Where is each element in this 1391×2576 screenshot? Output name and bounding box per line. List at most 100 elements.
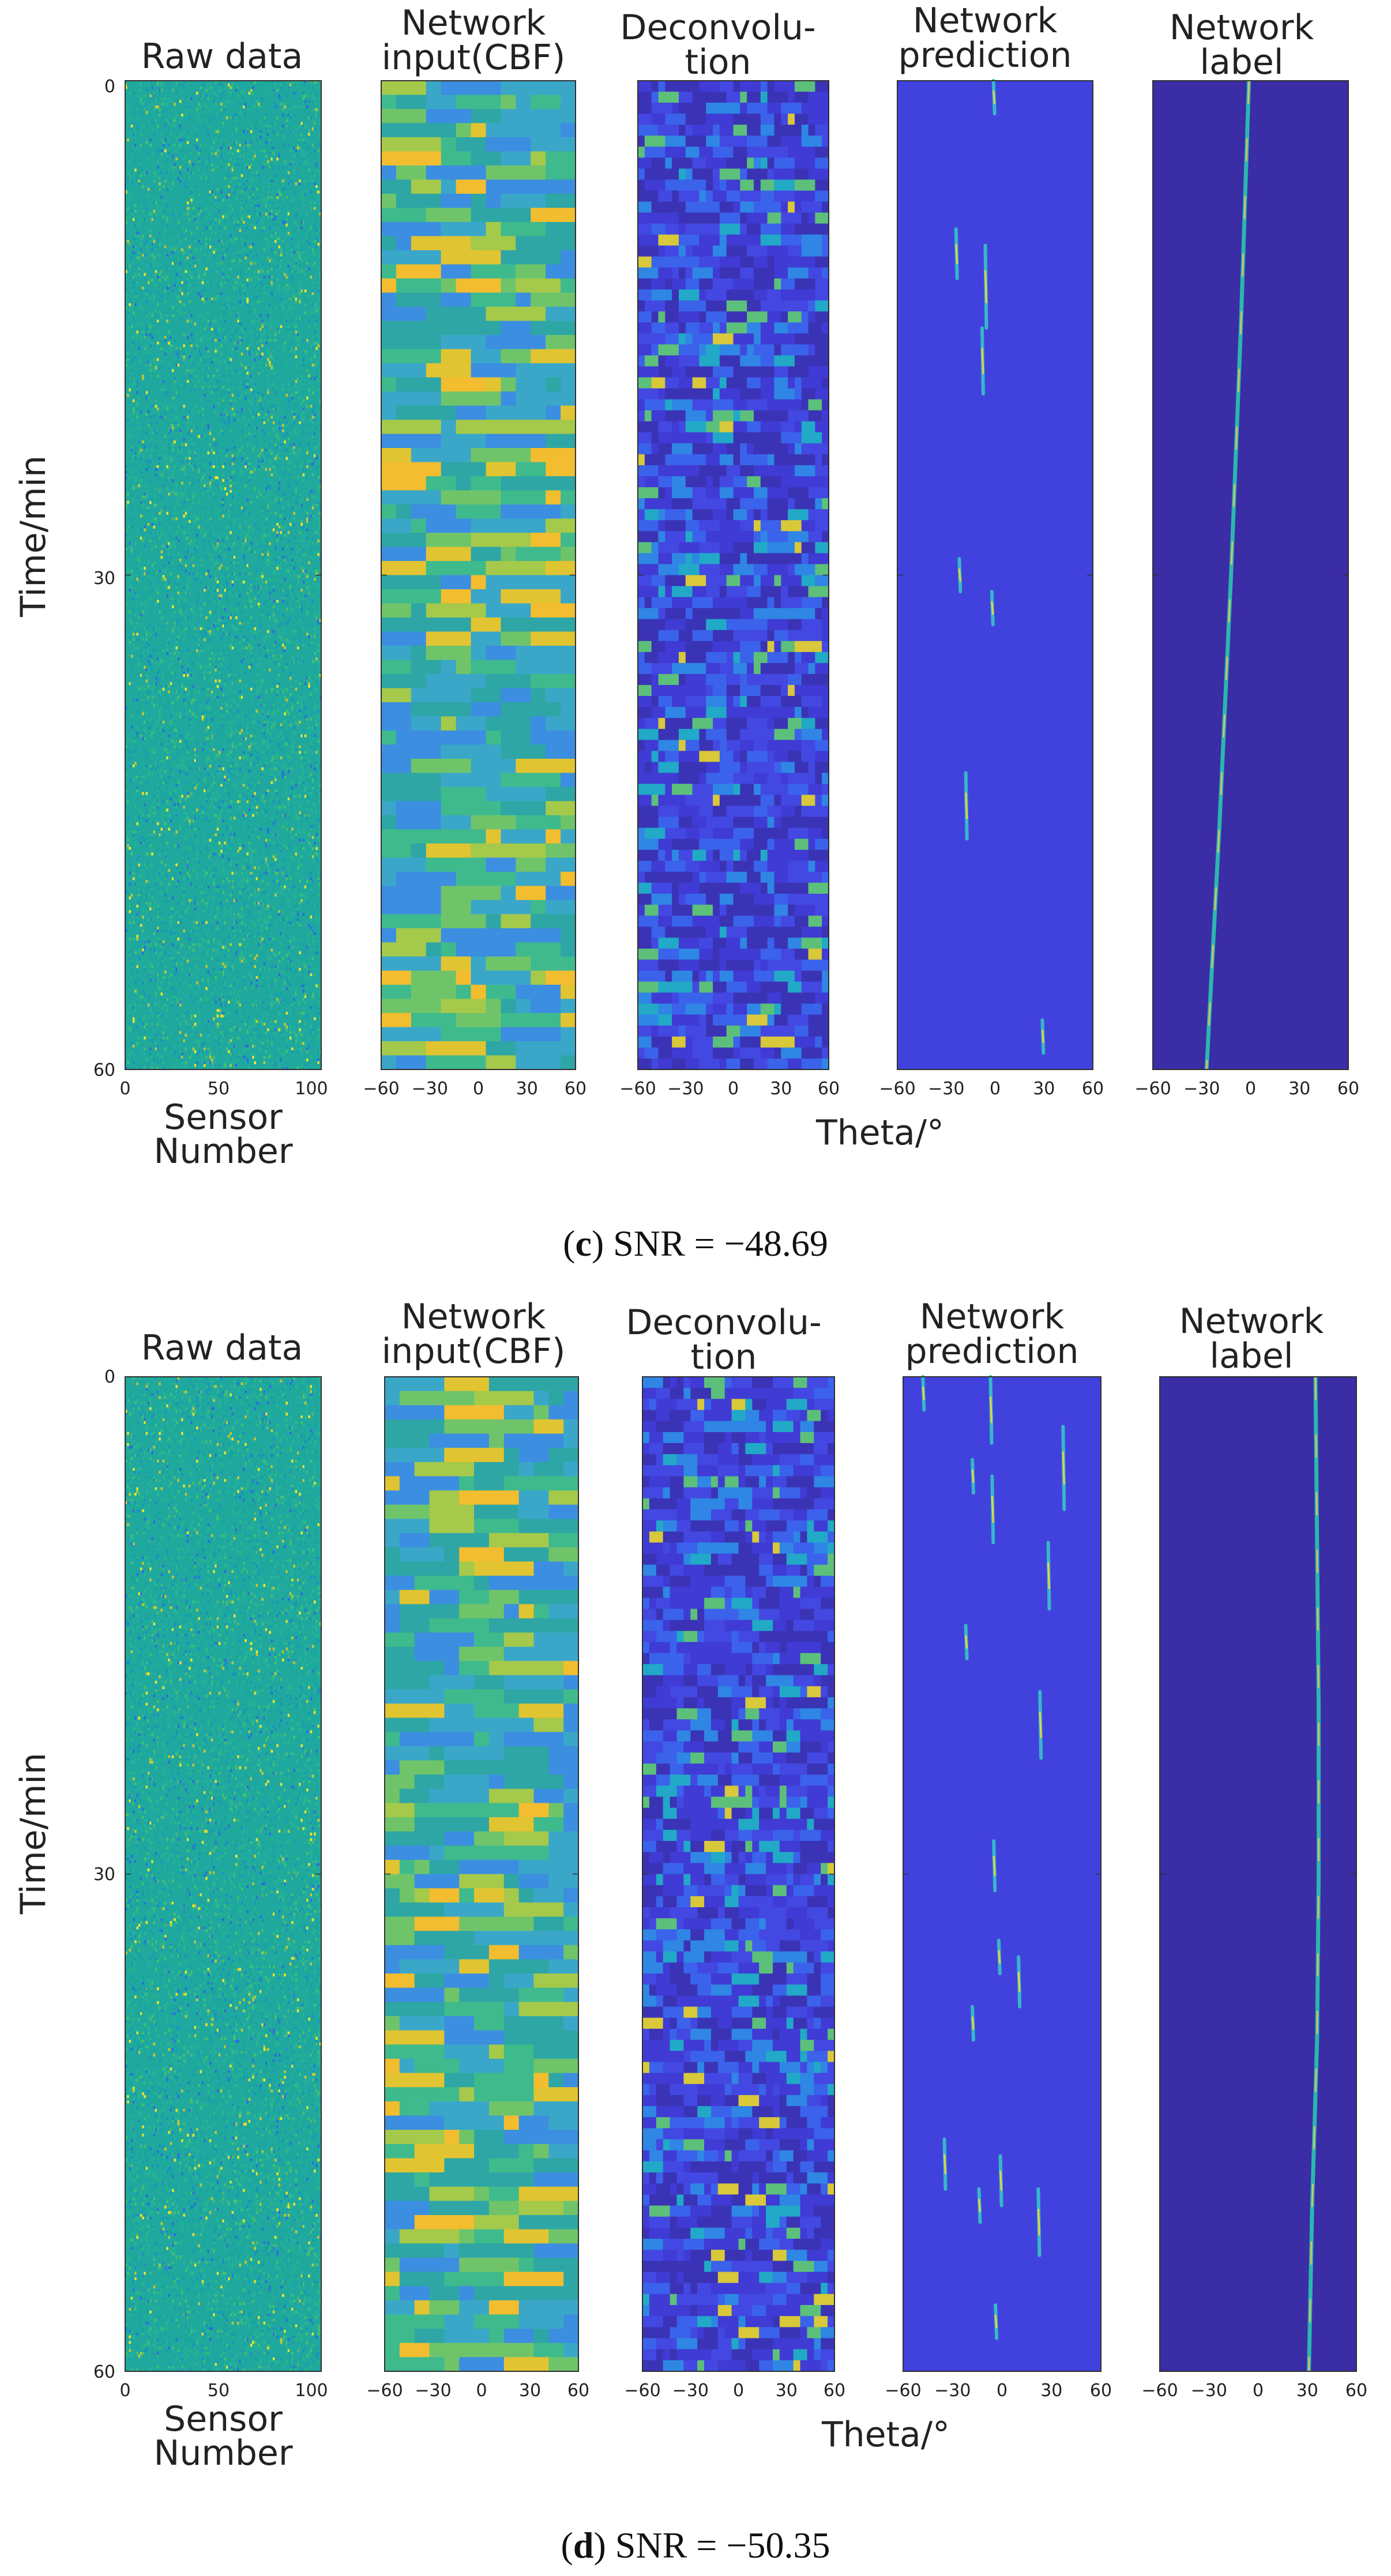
heatmap-cell [215,416,217,419]
heatmap-cell [147,276,150,279]
heatmap-cell [296,399,299,402]
heatmap-cell [157,270,159,273]
heatmap-cell [125,190,127,194]
heatmap-cell [263,127,266,131]
heatmap-cell [183,125,185,128]
heatmap-cell [149,374,152,378]
heatmap-cell [282,383,284,386]
heatmap-cell [186,83,189,86]
heatmap-cell [306,311,309,315]
heatmap-cell [228,416,230,419]
heatmap-cell [198,160,200,164]
heatmap-cell [296,366,299,370]
heatmap-cell [299,254,301,257]
heatmap-cell [177,94,180,97]
heatmap-cell [285,196,288,199]
heatmap-cell [130,198,133,202]
heatmap-cell [145,254,148,257]
heatmap-cell [237,322,239,326]
heatmap-cell [231,333,234,337]
heatmap-cell [289,254,292,257]
heatmap-cell [220,418,223,422]
heatmap-cell [220,218,223,221]
heatmap-cell [263,100,266,103]
heatmap-cell [205,319,208,323]
heatmap-cell [296,201,299,205]
heatmap-cell [240,325,243,329]
heatmap-cell [237,105,239,108]
heatmap-cell [291,311,294,315]
heatmap-cell [144,86,146,89]
heatmap-cell [317,209,320,213]
heatmap-cell [170,212,172,216]
heatmap-cell [243,138,245,142]
heatmap-cell [269,300,271,304]
heatmap-cell [129,226,131,229]
heatmap-cell [265,385,268,389]
heatmap-cell [254,330,256,334]
heatmap-cell [282,198,284,202]
heatmap-cell [261,232,264,235]
heatmap-cell [278,100,281,103]
heatmap-cell [243,284,245,287]
heatmap-cell [198,388,200,391]
heatmap-cell [265,276,268,279]
heatmap-cell [306,262,309,265]
heatmap-cell [218,360,221,364]
heatmap-cell [252,187,254,191]
heatmap-cell [299,144,301,147]
heatmap-cell [216,259,219,262]
heatmap-cell [215,407,217,410]
heatmap-cell [218,89,221,92]
heatmap-cell [295,259,298,262]
heatmap-cell [198,259,200,262]
heatmap-cell [257,369,260,372]
heatmap-cell [222,196,224,199]
heatmap-cell [200,314,202,317]
heatmap-cell [168,196,171,199]
heatmap-cell [240,207,243,210]
heatmap-cell [213,319,215,323]
heatmap-cell [310,424,313,427]
heatmap-cell [177,341,180,345]
heatmap-cell [210,190,213,194]
heatmap-cell [315,306,318,309]
heatmap-cell [272,317,275,320]
heatmap-cell [142,97,144,100]
heatmap-cell [144,306,146,309]
heatmap-cell [270,413,273,416]
heatmap-cell [134,245,137,248]
heatmap-cell [207,410,210,413]
heatmap-cell [276,265,279,268]
heatmap-cell [248,311,251,315]
heatmap-cell [218,327,221,331]
heatmap-cell [149,196,152,199]
heatmap-cell [174,130,176,133]
heatmap-cell [245,157,247,161]
heatmap-cell [263,371,266,375]
heatmap-cell [218,430,221,433]
heatmap-cell [134,251,137,254]
heatmap-cell [246,209,249,213]
heatmap-cell [248,306,251,309]
heatmap-cell [164,306,167,309]
heatmap-cell [267,391,269,394]
heatmap-cell [162,399,165,402]
heatmap-cell [157,86,159,89]
heatmap-cell [220,157,223,161]
heatmap-cell [295,427,298,430]
heatmap-cell [248,135,251,139]
heatmap-cell [224,281,227,284]
heatmap-cell [296,402,299,405]
heatmap-cell [147,325,150,329]
heatmap-cell [287,133,290,136]
heatmap-cell [220,399,223,402]
heatmap-cell [159,416,161,419]
heatmap-cell [207,196,210,199]
heatmap-cell [245,327,247,331]
heatmap-cell [192,122,195,125]
heatmap-cell [296,163,299,166]
heatmap-cell [311,251,314,254]
heatmap-cell [231,152,234,155]
heatmap-cell [171,155,174,158]
